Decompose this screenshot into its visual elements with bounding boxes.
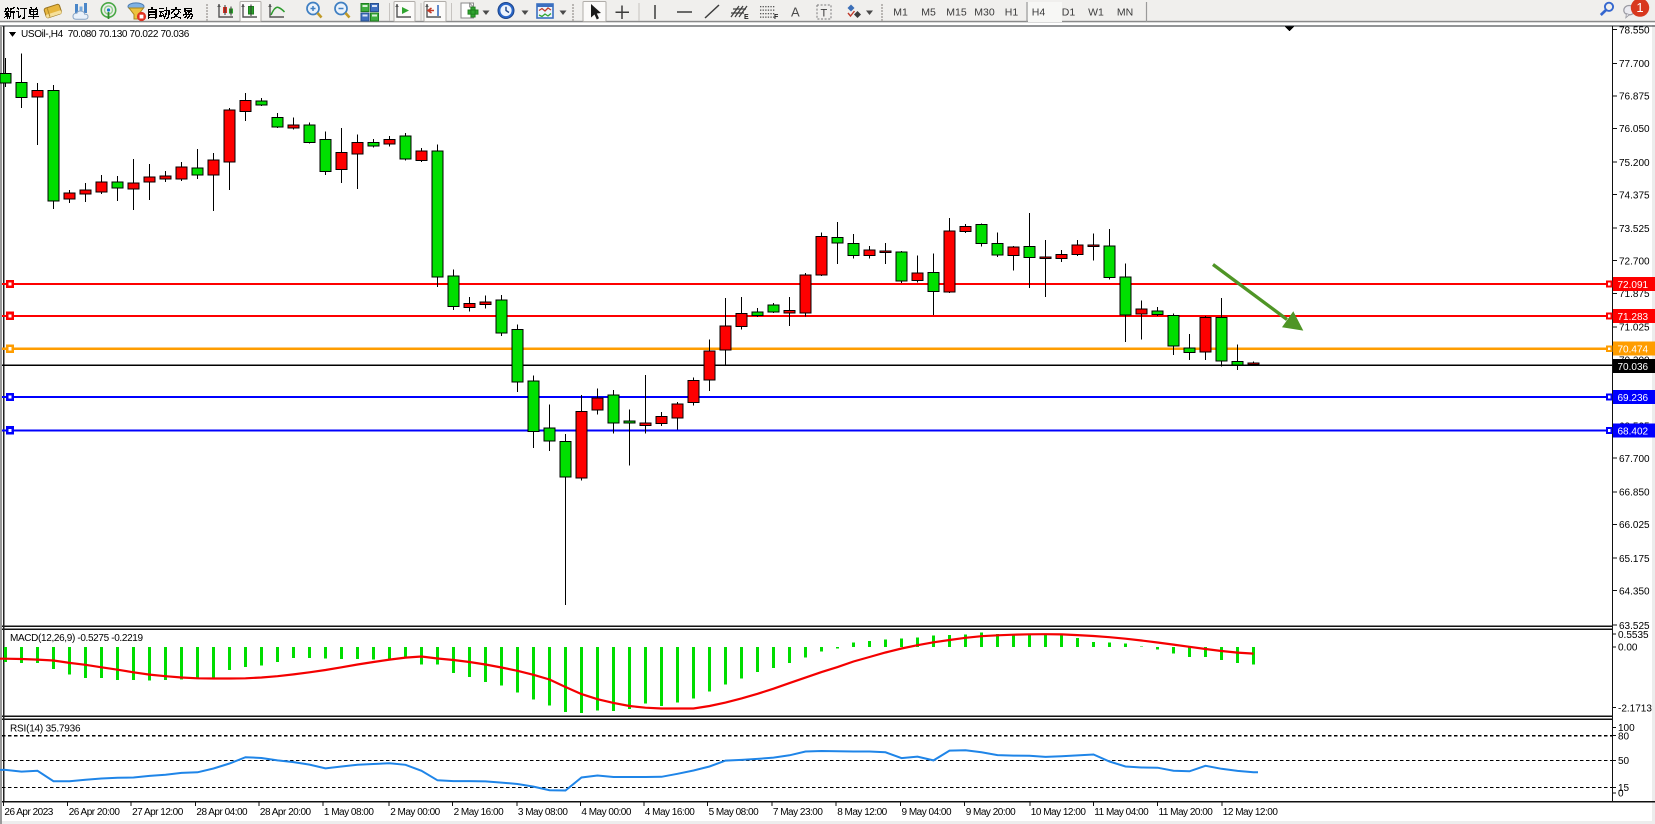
svg-text:78.550: 78.550 (1619, 26, 1650, 37)
svg-text:68.402: 68.402 (1618, 426, 1649, 437)
svg-text:USOil-,H4 70.080 70.130 70.02: USOil-,H4 70.080 70.130 70.022 70.036 (21, 29, 190, 40)
svg-text:77.700: 77.700 (1619, 59, 1650, 70)
svg-text:70.036: 70.036 (1618, 362, 1649, 373)
svg-text:MACD(12,26,9) -0.5275 -0.2219: MACD(12,26,9) -0.5275 -0.2219 (10, 633, 143, 644)
svg-text:63.525: 63.525 (1619, 621, 1650, 632)
svg-text:D1: D1 (1062, 7, 1076, 19)
svg-text:9 May 04:00: 9 May 04:00 (902, 807, 952, 818)
svg-text:65.175: 65.175 (1619, 554, 1650, 565)
svg-text:11 May 04:00: 11 May 04:00 (1094, 807, 1149, 818)
svg-text:26 Apr 20:00: 26 Apr 20:00 (69, 807, 121, 818)
svg-text:75.200: 75.200 (1619, 158, 1650, 169)
svg-text:71.025: 71.025 (1619, 323, 1650, 334)
svg-text:66.025: 66.025 (1619, 520, 1650, 531)
svg-text:69.236: 69.236 (1618, 393, 1649, 404)
svg-text:76.050: 76.050 (1619, 124, 1650, 135)
svg-text:27 Apr 12:00: 27 Apr 12:00 (132, 807, 184, 818)
svg-text:67.700: 67.700 (1619, 454, 1650, 465)
svg-text:-2.1713: -2.1713 (1618, 703, 1652, 714)
svg-text:0.5535: 0.5535 (1618, 630, 1649, 641)
svg-text:RSI(14) 35.7936: RSI(14) 35.7936 (10, 723, 81, 734)
svg-text:1: 1 (1636, 0, 1643, 15)
svg-text:4 May 00:00: 4 May 00:00 (581, 807, 631, 818)
svg-text:2 May 16:00: 2 May 16:00 (454, 807, 504, 818)
svg-text:7 May 23:00: 7 May 23:00 (773, 807, 823, 818)
svg-text:26 Apr 2023: 26 Apr 2023 (4, 807, 53, 818)
svg-text:3 May 08:00: 3 May 08:00 (518, 807, 568, 818)
svg-text:11 May 20:00: 11 May 20:00 (1159, 807, 1214, 818)
svg-text:80: 80 (1618, 732, 1630, 743)
svg-text:8 May 12:00: 8 May 12:00 (837, 807, 887, 818)
svg-text:76.875: 76.875 (1619, 92, 1650, 103)
svg-text:72.091: 72.091 (1618, 280, 1649, 291)
svg-text:0.00: 0.00 (1618, 643, 1638, 654)
svg-text:M1: M1 (893, 7, 908, 19)
svg-text:T: T (821, 7, 828, 19)
svg-text:5 May 08:00: 5 May 08:00 (709, 807, 759, 818)
svg-text:70.474: 70.474 (1618, 345, 1649, 356)
svg-text:1 May 08:00: 1 May 08:00 (324, 807, 374, 818)
svg-text:50: 50 (1618, 756, 1630, 767)
svg-text:74.375: 74.375 (1619, 190, 1650, 201)
svg-text:A: A (791, 5, 800, 20)
svg-text:M5: M5 (921, 7, 936, 19)
svg-text:4 May 16:00: 4 May 16:00 (645, 807, 695, 818)
svg-text:9 May 20:00: 9 May 20:00 (966, 807, 1016, 818)
svg-text:73.525: 73.525 (1619, 224, 1650, 235)
svg-text:M30: M30 (974, 7, 995, 19)
svg-text:66.850: 66.850 (1619, 488, 1650, 499)
svg-text:100: 100 (1618, 723, 1635, 734)
svg-text:10 May 12:00: 10 May 12:00 (1031, 807, 1087, 818)
svg-text:28 Apr 04:00: 28 Apr 04:00 (196, 807, 248, 818)
svg-text:W1: W1 (1088, 7, 1104, 19)
svg-text:0: 0 (1618, 789, 1624, 800)
svg-text:71.283: 71.283 (1618, 312, 1649, 323)
svg-text:28 Apr 20:00: 28 Apr 20:00 (260, 807, 312, 818)
svg-text:MN: MN (1117, 7, 1133, 19)
svg-text:64.350: 64.350 (1619, 586, 1650, 597)
svg-text:M15: M15 (946, 7, 967, 19)
svg-text:2 May 00:00: 2 May 00:00 (390, 807, 440, 818)
svg-text:12 May 12:00: 12 May 12:00 (1223, 807, 1279, 818)
svg-text:H1: H1 (1005, 7, 1019, 19)
svg-text:72.700: 72.700 (1619, 257, 1650, 268)
svg-text:E: E (744, 14, 749, 21)
svg-text:F: F (774, 14, 779, 21)
svg-text:71.875: 71.875 (1619, 289, 1650, 300)
svg-text:15: 15 (1618, 783, 1630, 794)
svg-text:H4: H4 (1032, 7, 1046, 19)
